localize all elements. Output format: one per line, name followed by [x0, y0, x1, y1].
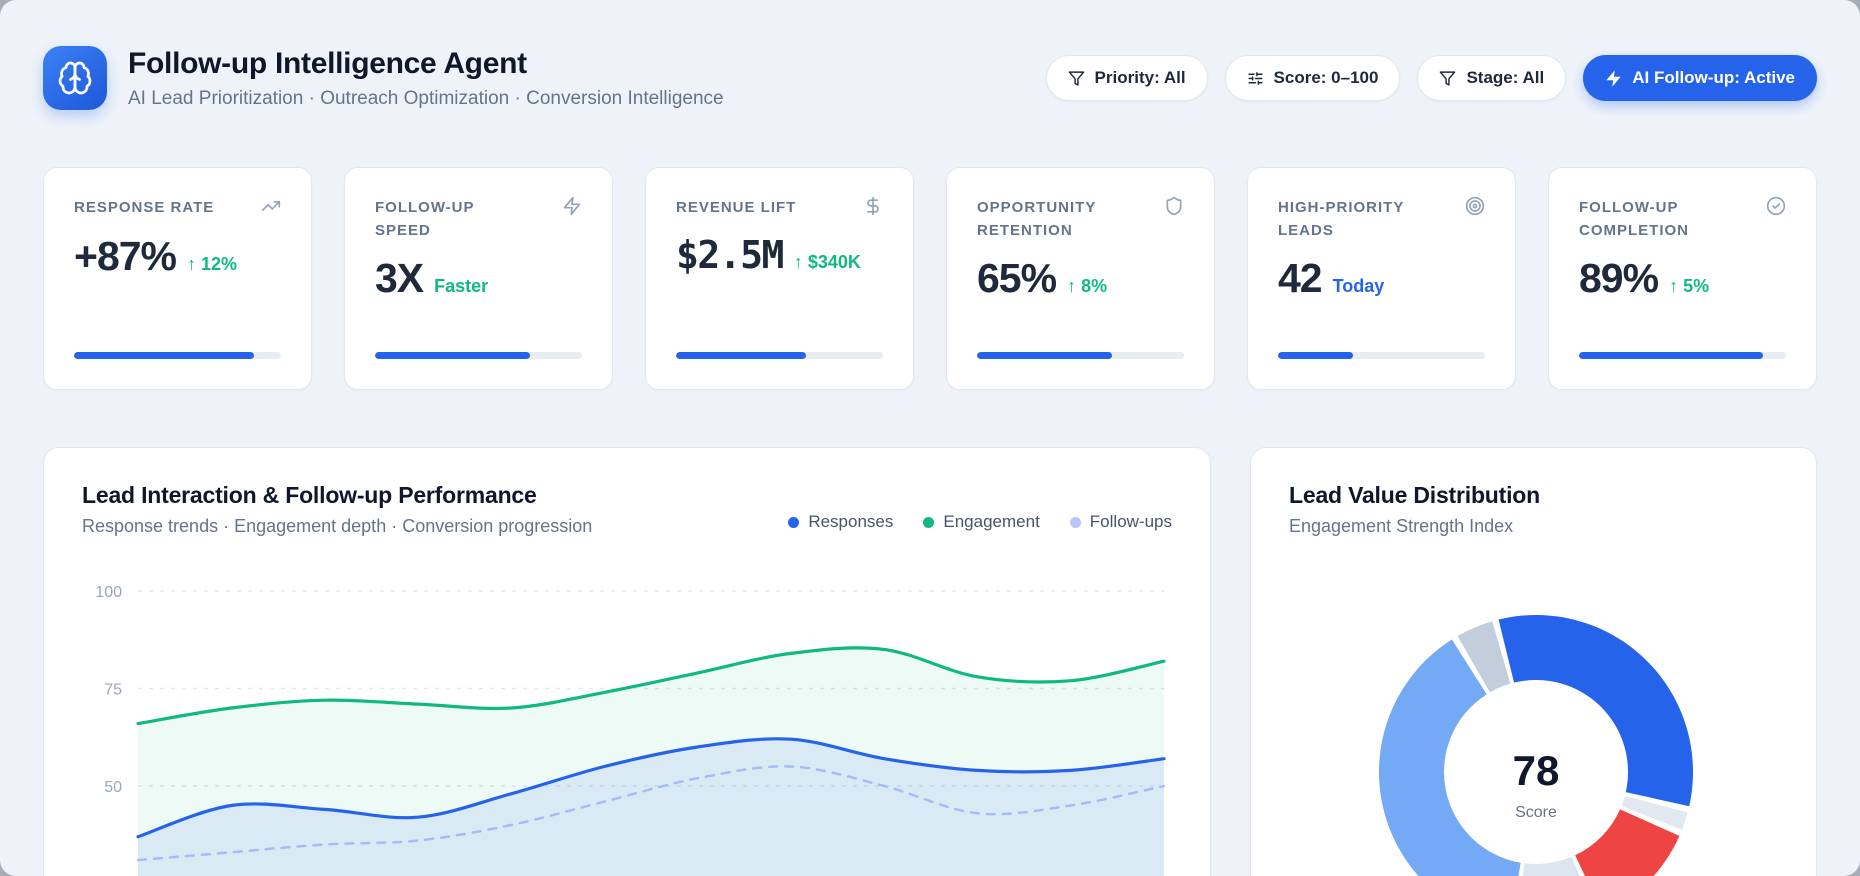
donut-segment-blue	[1498, 615, 1693, 807]
kpi-card: REVENUE LIFT $2.5M ↑ $340K	[645, 167, 914, 390]
kpi-progress-fill	[1579, 352, 1764, 359]
distribution-panel: Lead Value Distribution Engagement Stren…	[1250, 447, 1817, 876]
kpi-progress-track	[74, 352, 281, 359]
kpi-progress-fill	[1278, 352, 1353, 359]
kpi-progress-fill	[676, 352, 807, 359]
legend-item: Responses	[788, 512, 893, 532]
kpi-progress-track	[1579, 352, 1786, 359]
zap-icon	[1605, 69, 1622, 87]
sliders-icon	[1247, 70, 1264, 87]
brand: Follow-up Intelligence Agent AI Lead Pri…	[43, 46, 724, 110]
distribution-subtitle: Engagement Strength Index	[1289, 516, 1514, 536]
svg-text:50: 50	[104, 779, 122, 796]
legend-label: Engagement	[943, 512, 1040, 531]
performance-title: Lead Interaction & Follow-up Performance	[82, 482, 537, 508]
kpi-label: HIGH-PRIORITY LEADS	[1278, 199, 1405, 240]
filter-priority-button[interactable]: Priority: All	[1045, 55, 1208, 101]
kpi-label: FOLLOW-UP SPEED	[375, 199, 475, 240]
filter-icon	[1068, 70, 1085, 87]
filter-stage-label: Stage: All	[1466, 68, 1545, 87]
distribution-chart: 78 Score	[1289, 557, 1778, 876]
kpi-delta: Today	[1332, 275, 1385, 296]
kpi-card: FOLLOW-UP COMPLETION 89% ↑ 5%	[1548, 167, 1817, 390]
donut-center-label: Score	[1515, 804, 1557, 821]
dollar-icon	[863, 196, 883, 221]
distribution-title: Lead Value Distribution	[1289, 482, 1540, 508]
kpi-card: FOLLOW-UP SPEED 3X Faster	[344, 167, 613, 390]
page-title: Follow-up Intelligence Agent	[128, 46, 527, 80]
kpi-value: 65%	[977, 254, 1057, 301]
kpi-card: RESPONSE RATE +87% ↑ 12%	[43, 167, 312, 390]
donut-segment-light-gray-2	[1522, 856, 1580, 876]
performance-chart-svg: 1007550250	[95, 584, 1166, 876]
filter-score-label: Score: 0–100	[1273, 68, 1379, 87]
kpi-value: 89%	[1579, 254, 1659, 301]
trending-up-icon	[261, 196, 281, 221]
kpi-row: RESPONSE RATE +87% ↑ 12% FOLLOW-UP SPEED…	[43, 167, 1817, 390]
performance-heading: Lead Interaction & Follow-up Performance…	[82, 482, 592, 537]
legend-dot	[788, 516, 800, 528]
svg-text:75: 75	[104, 682, 122, 699]
donut-segment-light-gray-1	[1621, 795, 1688, 830]
kpi-delta: Faster	[434, 275, 489, 296]
kpi-value: +87%	[74, 233, 177, 279]
ai-followup-label: AI Follow-up: Active	[1632, 68, 1795, 87]
kpi-progress-fill	[375, 352, 531, 359]
legend-label: Follow-ups	[1089, 512, 1172, 531]
kpi-delta: ↑ 8%	[1067, 275, 1108, 296]
donut-segment-red	[1575, 809, 1680, 876]
performance-subtitle: Response trends · Engagement depth · Con…	[82, 516, 593, 536]
kpi-progress-fill	[977, 352, 1112, 359]
kpi-card: OPPORTUNITY RETENTION 65% ↑ 8%	[946, 167, 1215, 390]
legend-item: Engagement	[923, 512, 1040, 532]
filter-stage-button[interactable]: Stage: All	[1417, 55, 1567, 101]
legend-dot	[923, 516, 935, 528]
kpi-delta: ↑ 5%	[1669, 275, 1710, 296]
header: Follow-up Intelligence Agent AI Lead Pri…	[43, 46, 1817, 110]
kpi-label: FOLLOW-UP COMPLETION	[1579, 199, 1689, 240]
kpi-value: $2.5M	[676, 233, 784, 277]
kpi-delta: ↑ $340K	[793, 252, 861, 272]
check-circle-icon	[1766, 196, 1786, 221]
kpi-progress-track	[1278, 352, 1485, 359]
svg-text:100: 100	[95, 584, 122, 601]
kpi-value: 42	[1278, 254, 1323, 301]
legend-item: Follow-ups	[1069, 512, 1172, 532]
kpi-label: RESPONSE RATE	[74, 199, 215, 216]
donut-segment-gray	[1457, 621, 1511, 693]
kpi-progress-track	[375, 352, 582, 359]
donut-segment-light-blue	[1379, 639, 1521, 876]
kpi-value: 3X	[375, 254, 424, 301]
filter-icon	[1439, 70, 1456, 87]
kpi-progress-track	[676, 352, 883, 359]
legend-label: Responses	[808, 512, 894, 531]
page-subtitle: AI Lead Prioritization · Outreach Optimi…	[128, 87, 724, 109]
zap-icon	[562, 196, 582, 221]
shield-icon	[1164, 196, 1184, 221]
main-panels: Lead Interaction & Follow-up Performance…	[43, 447, 1817, 876]
legend-dot	[1069, 516, 1081, 528]
filter-score-button[interactable]: Score: 0–100	[1224, 55, 1401, 101]
donut-chart-svg: 78 Score	[1379, 615, 1693, 876]
kpi-card: HIGH-PRIORITY LEADS 42 Today	[1247, 167, 1516, 390]
donut-center-value: 78	[1513, 747, 1560, 794]
kpi-label: REVENUE LIFT	[676, 199, 797, 216]
kpi-progress-track	[977, 352, 1184, 359]
kpi-label: OPPORTUNITY RETENTION	[977, 199, 1097, 240]
performance-panel: Lead Interaction & Follow-up Performance…	[43, 447, 1211, 876]
kpi-progress-fill	[74, 352, 255, 359]
ai-followup-toggle[interactable]: AI Follow-up: Active	[1583, 55, 1817, 101]
filter-bar: Priority: All Score: 0–100 Stage: A	[1045, 55, 1817, 101]
filter-priority-label: Priority: All	[1094, 68, 1186, 87]
target-icon	[1465, 196, 1485, 221]
performance-legend: Responses Engagement Follow-ups	[788, 512, 1172, 537]
brain-icon	[43, 46, 107, 110]
kpi-delta: ↑ 12%	[187, 254, 238, 274]
performance-chart: 1007550250	[82, 575, 1172, 876]
title-block: Follow-up Intelligence Agent AI Lead Pri…	[128, 47, 724, 110]
